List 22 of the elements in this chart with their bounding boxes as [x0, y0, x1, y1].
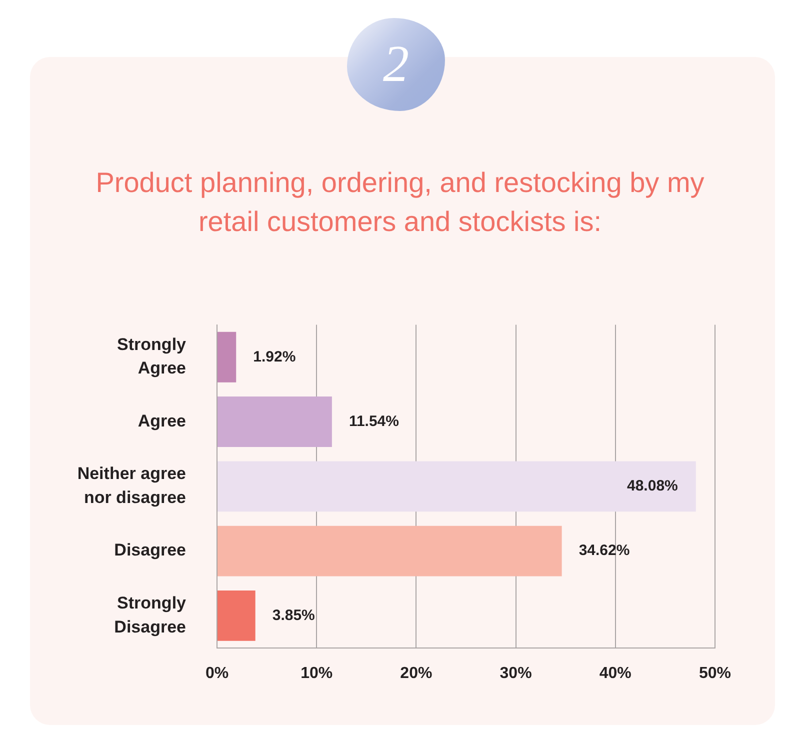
data-label: 34.62% — [578, 542, 630, 560]
y-tick-label: Strongly Agree — [117, 334, 187, 378]
bar — [218, 461, 696, 512]
chart-title: Product planning, ordering, and restocking by my retail customers and stockists is: — [94, 166, 706, 239]
data-label: 3.85% — [272, 606, 315, 624]
y-tick-label: Agree — [138, 411, 186, 430]
y-tick-label: Strongly Disagree — [114, 593, 187, 636]
y-tick-label: Disagree — [114, 540, 186, 560]
data-label: 11.54% — [348, 412, 399, 430]
bar — [218, 332, 236, 382]
x-tick-label: 30% — [500, 665, 532, 682]
bar — [218, 526, 562, 576]
x-tick-label: 50% — [698, 665, 732, 682]
bar — [218, 590, 256, 641]
x-tick-label: 20% — [400, 665, 432, 682]
x-tick-label: 0% — [205, 665, 229, 682]
x-tick-label: 10% — [300, 665, 333, 682]
x-tick-label: 40% — [599, 665, 632, 682]
data-label: 48.08% — [627, 478, 678, 495]
data-label: 1.92% — [253, 348, 296, 366]
bar — [218, 396, 332, 447]
y-tick-label: Neither agree nor disagree — [77, 464, 186, 507]
